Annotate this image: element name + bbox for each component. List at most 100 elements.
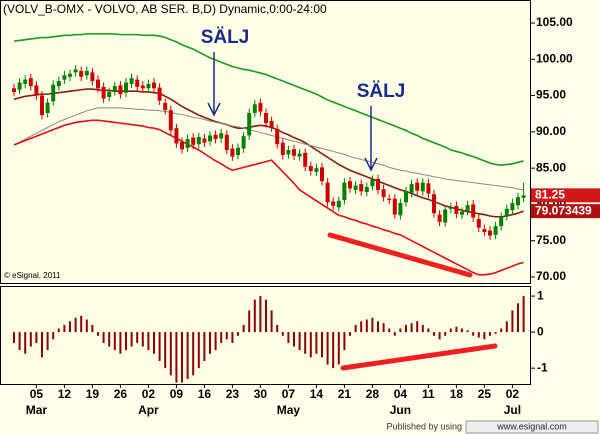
candle-body [325, 182, 330, 203]
candle-body [314, 168, 319, 172]
candle-body [493, 226, 498, 235]
candle-body [185, 139, 190, 148]
x-tick-label: 05 [30, 387, 44, 401]
candle-body [224, 134, 229, 150]
candle-body [516, 197, 520, 206]
candle-body [62, 75, 67, 80]
y-tick-label: 105.00 [536, 15, 573, 29]
month-label: Jul [504, 403, 521, 417]
candle-body [124, 82, 128, 93]
x-tick-label: 26 [114, 387, 128, 401]
candle-body [381, 189, 386, 198]
candle-body [297, 153, 302, 157]
candle-body [230, 148, 235, 157]
candle-body [247, 112, 252, 136]
footer-text: Published by using [386, 421, 462, 431]
indicator-line [13, 107, 524, 191]
price-panel [0, 0, 531, 284]
candle-body [96, 79, 100, 89]
candle-body [146, 83, 151, 89]
candle-body [359, 184, 364, 192]
last-value-label: 81.25 [535, 188, 565, 202]
candle-body [460, 211, 464, 215]
x-tick-label: 02 [142, 387, 156, 401]
candle-body [152, 82, 156, 89]
last-value-box [531, 188, 600, 203]
candle-body [135, 79, 140, 87]
candle-body [275, 128, 280, 145]
footer-badge [465, 420, 599, 434]
candle-body [286, 149, 291, 155]
month-label: Apr [138, 403, 159, 417]
indicator-line [13, 119, 524, 276]
candle-body [398, 202, 403, 216]
x-tick-label: 09 [170, 387, 184, 401]
annotation: SÄLJ [201, 27, 250, 48]
x-tick-label: 16 [198, 387, 212, 401]
candle-body [364, 186, 369, 193]
candle-body [112, 86, 117, 92]
month-label: Jun [390, 403, 411, 417]
y-tick-label: 85.00 [536, 160, 566, 174]
footer-site[interactable]: www.esignal.com [496, 421, 567, 431]
candle-body [34, 85, 39, 96]
x-tick-label: 21 [338, 387, 352, 401]
last-value-box [531, 204, 600, 219]
candle-body [236, 147, 240, 156]
candle-body [269, 120, 274, 128]
candle-body [303, 152, 308, 167]
candle-body [107, 91, 112, 98]
candle-body [12, 88, 16, 92]
candle-body [465, 205, 470, 211]
month-label: Mar [26, 403, 48, 417]
candle-body [432, 194, 436, 214]
candle-body [51, 84, 56, 102]
candle-body [163, 102, 168, 111]
candle-body [409, 184, 414, 193]
x-tick-label: 04 [394, 387, 408, 401]
candle-body [258, 102, 263, 112]
candle-body [292, 149, 296, 156]
trend-line [327, 232, 473, 278]
candle-body [521, 195, 526, 198]
candle-body [426, 183, 431, 194]
x-tick-label: 18 [450, 387, 464, 401]
candle-body [101, 86, 106, 99]
y-tick-label: 100.00 [536, 51, 573, 65]
candle-body [219, 133, 224, 139]
candle-body [280, 142, 285, 156]
candle-body [196, 136, 201, 145]
x-tick-label: 19 [86, 387, 100, 401]
month-label: May [277, 403, 301, 417]
x-tick-label: 02 [506, 387, 520, 401]
candle-body [68, 73, 72, 77]
y-tick-label: 95.00 [536, 88, 566, 102]
candle-body [353, 185, 358, 190]
candle-body [129, 78, 134, 84]
candle-body [482, 229, 487, 232]
candle-body [84, 70, 89, 76]
candle-body [376, 179, 380, 190]
candle-body [348, 181, 352, 189]
candle-body [252, 104, 257, 113]
y-tick-label: -1 [537, 360, 548, 374]
candle-body [404, 191, 408, 203]
x-tick-label: 28 [366, 387, 380, 401]
last-value-label: 79.073439 [535, 203, 592, 217]
candle-body [387, 198, 392, 201]
candle-body [17, 82, 22, 90]
annotation-arrowhead [364, 157, 378, 172]
annotation: SÄLJ [357, 81, 406, 102]
candle-body [476, 218, 481, 228]
x-tick-label: 23 [226, 387, 240, 401]
candle-body [180, 142, 184, 150]
candle-body [320, 167, 324, 182]
candle-body [40, 95, 44, 116]
candle-body [23, 79, 28, 84]
candle-body [174, 128, 179, 144]
candle-body [510, 202, 515, 211]
candle-body [342, 182, 347, 201]
candle-body [118, 85, 123, 95]
y-tick-label: 0 [537, 324, 544, 338]
